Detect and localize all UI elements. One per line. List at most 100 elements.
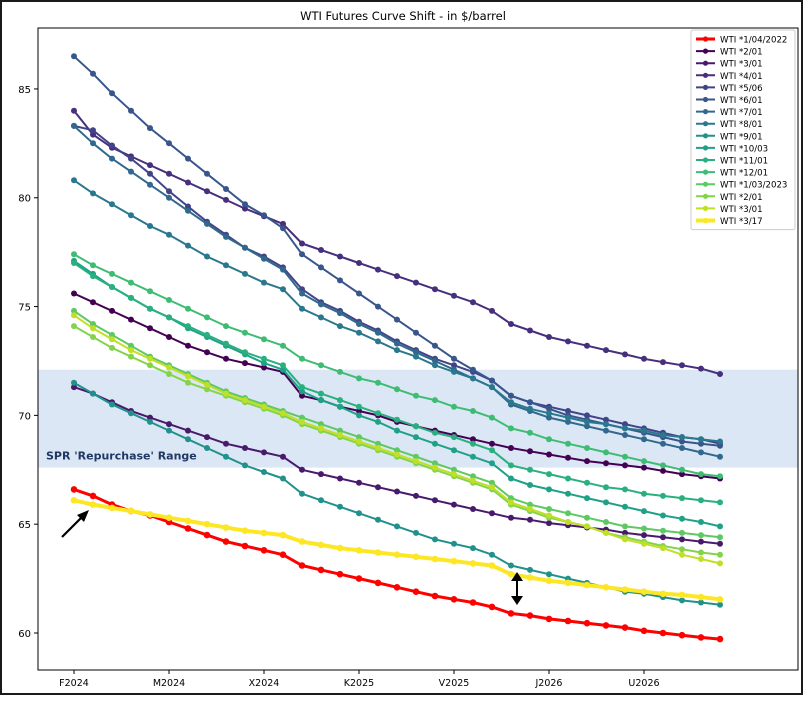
data-point — [109, 284, 115, 290]
data-point — [546, 410, 552, 417]
data-point — [641, 458, 647, 465]
data-point — [489, 377, 495, 384]
data-point — [337, 503, 343, 510]
data-point — [204, 188, 210, 195]
data-point — [432, 460, 438, 467]
data-point — [299, 466, 305, 473]
data-point — [641, 355, 647, 362]
data-point — [147, 125, 153, 132]
legend-label: WTI *6/01 — [720, 96, 763, 106]
y-tick-label: 70 — [18, 411, 31, 422]
data-point — [242, 349, 248, 356]
x-tick-label: V2025 — [439, 678, 470, 689]
data-point — [185, 379, 191, 386]
data-point — [109, 201, 115, 208]
data-point — [128, 347, 134, 354]
data-point — [546, 436, 552, 443]
data-point — [545, 577, 553, 585]
data-point — [394, 347, 400, 354]
data-point — [242, 329, 248, 336]
data-point — [431, 592, 439, 600]
legend-swatch-marker — [702, 121, 709, 127]
data-point — [489, 414, 495, 421]
data-point — [394, 340, 400, 347]
data-point — [128, 316, 134, 323]
data-point — [109, 344, 115, 351]
data-point — [356, 329, 362, 336]
data-point — [71, 177, 77, 184]
data-point — [298, 562, 306, 569]
series-line — [73, 487, 721, 641]
legend-swatch-marker — [702, 217, 709, 224]
data-point — [432, 440, 438, 447]
data-point — [451, 434, 457, 441]
data-point — [337, 432, 343, 438]
data-point — [318, 264, 324, 271]
data-point — [147, 418, 153, 425]
data-point — [299, 305, 305, 312]
data-point — [299, 355, 305, 362]
data-point — [621, 586, 629, 593]
start-arrow — [61, 510, 89, 538]
data-point — [641, 532, 647, 539]
data-point — [223, 390, 229, 397]
data-point — [299, 384, 305, 391]
series-10 — [71, 260, 723, 506]
legend-swatch-marker — [702, 84, 709, 90]
series-layer — [70, 53, 724, 643]
data-point — [413, 529, 419, 536]
data-point — [641, 508, 647, 515]
data-point — [279, 551, 287, 558]
data-point — [565, 475, 571, 482]
data-point — [489, 384, 495, 391]
data-point — [432, 429, 438, 436]
data-point — [166, 170, 172, 177]
data-point — [90, 325, 96, 332]
data-point — [660, 467, 666, 474]
data-point — [508, 425, 514, 432]
data-point — [679, 495, 685, 502]
gap-arrow-head-up — [511, 572, 523, 581]
data-point — [470, 477, 476, 484]
legend-swatch-marker — [702, 48, 709, 54]
data-point — [71, 107, 77, 114]
data-point — [622, 529, 628, 536]
data-point — [128, 410, 134, 417]
data-point — [90, 140, 96, 147]
legend-entry: WTI *3/01 — [696, 60, 763, 70]
x-tick-label: K2025 — [344, 678, 374, 689]
data-point — [622, 486, 628, 493]
data-point — [507, 610, 515, 617]
data-point — [128, 294, 134, 301]
data-point — [697, 593, 705, 601]
data-point — [223, 440, 229, 447]
data-point — [717, 499, 723, 506]
legend-label: WTI *1/03/2023 — [720, 181, 787, 191]
data-point — [90, 127, 96, 134]
data-point — [89, 501, 97, 508]
data-point — [470, 506, 476, 512]
data-point — [261, 255, 267, 262]
data-point — [280, 410, 286, 417]
data-point — [109, 142, 115, 149]
data-point — [299, 251, 305, 258]
data-point — [375, 338, 381, 345]
x-tick-label: M2024 — [153, 678, 185, 689]
data-point — [70, 486, 78, 493]
legend-entry: WTI *12/01 — [696, 169, 768, 179]
data-point — [242, 201, 248, 208]
data-point — [223, 186, 229, 192]
data-point — [90, 131, 96, 138]
legend-label: WTI *2/01 — [720, 48, 763, 58]
data-point — [431, 555, 439, 563]
data-point — [641, 540, 647, 547]
data-point — [679, 597, 685, 604]
data-point — [679, 434, 685, 441]
data-point — [622, 453, 628, 460]
data-point — [489, 460, 495, 467]
data-point — [679, 466, 685, 473]
data-point — [223, 262, 229, 269]
data-point — [546, 471, 552, 478]
data-point — [413, 458, 419, 465]
